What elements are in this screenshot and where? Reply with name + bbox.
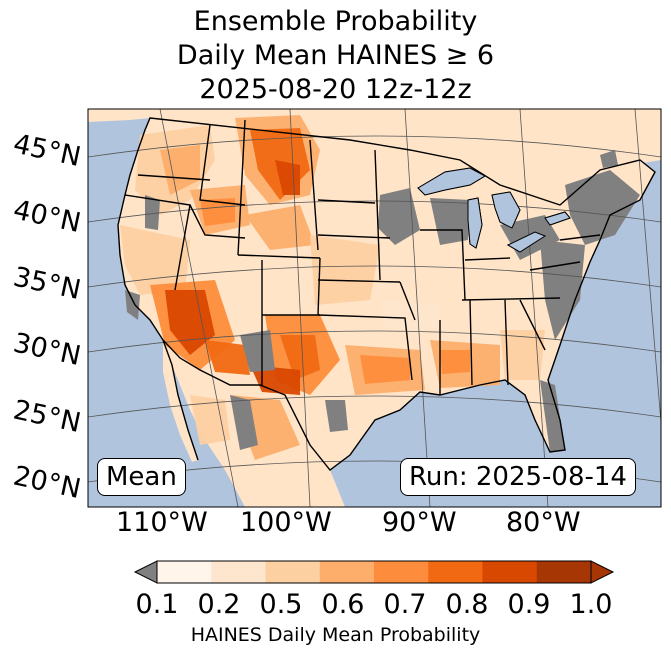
colorbar-tick-2: 0.5 xyxy=(259,589,303,620)
lake-ontario xyxy=(544,211,571,226)
lon-label-90: 90°W xyxy=(382,507,457,538)
lake-erie xyxy=(506,231,547,253)
statistic-label: Mean xyxy=(97,458,186,496)
colorbar-bin-7 xyxy=(536,561,592,583)
baja-peninsula xyxy=(163,340,198,462)
colorbar-tick-1: 0.2 xyxy=(197,589,241,620)
lat-label-35: 35°N xyxy=(11,262,84,306)
colorbar-over-arrow xyxy=(590,560,615,584)
lat-label-20: 20°N xyxy=(11,461,84,505)
colorbar-bin-3 xyxy=(319,561,375,583)
colorbar-bin-4 xyxy=(374,561,429,583)
colorbar-bin-1 xyxy=(211,561,266,583)
colorbar-bin-0 xyxy=(157,561,212,583)
colorbar-under-arrow xyxy=(133,560,158,584)
title-line-2: Daily Mean HAINES ≥ 6 xyxy=(176,40,495,71)
colorbar-bin-2 xyxy=(265,561,321,583)
lat-label-45: 45°N xyxy=(11,129,84,173)
title-line-3: 2025-08-20 12z-12z xyxy=(199,74,472,105)
lat-label-30: 30°N xyxy=(11,328,84,372)
colorbar xyxy=(133,560,615,584)
map-frame xyxy=(87,108,662,508)
lon-label-110: 110°W xyxy=(116,507,208,538)
lake-superior xyxy=(417,167,487,196)
canada-land xyxy=(88,109,661,205)
colorbar-tick-0: 0.1 xyxy=(135,589,179,620)
lat-label-25: 25°N xyxy=(11,395,84,439)
colorbar-frame xyxy=(156,560,592,584)
colorbar-tick-7: 1.0 xyxy=(569,589,613,620)
lon-label-80: 80°W xyxy=(506,507,581,538)
lat-label-40: 40°N xyxy=(11,195,84,239)
state-boundaries xyxy=(117,117,656,471)
map-area xyxy=(88,109,661,507)
colorbar-tick-5: 0.8 xyxy=(445,589,489,620)
title-line-1: Ensemble Probability xyxy=(193,6,478,37)
run-date-label: Run: 2025-08-14 xyxy=(400,458,636,496)
lake-huron xyxy=(491,191,521,229)
colorbar-tick-6: 0.9 xyxy=(507,589,551,620)
lake-michigan xyxy=(467,197,483,249)
conus-land xyxy=(118,118,655,470)
colorbar-bin-6 xyxy=(482,561,538,583)
probability-field xyxy=(120,115,545,460)
colorbar-bin-5 xyxy=(428,561,483,583)
colorbar-tick-4: 0.7 xyxy=(383,589,427,620)
lon-label-100: 100°W xyxy=(240,507,332,538)
colorbar-tick-3: 0.6 xyxy=(321,589,365,620)
colorbar-title: HAINES Daily Mean Probability xyxy=(190,624,481,646)
